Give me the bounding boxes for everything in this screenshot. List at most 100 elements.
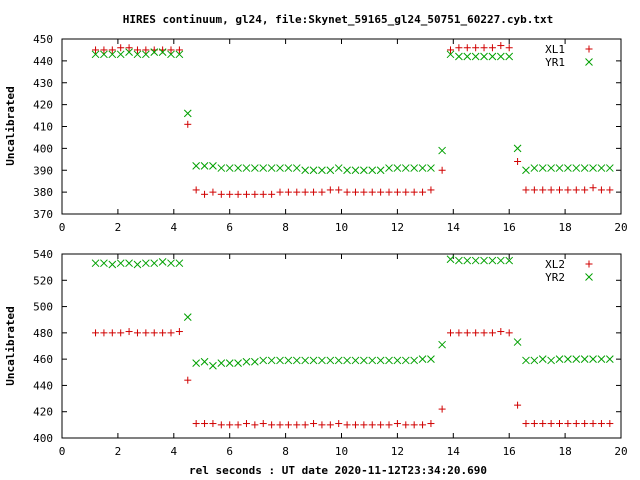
data-point-xl2 [226, 421, 234, 429]
data-point-xl2 [242, 420, 250, 428]
data-point-yr1 [360, 166, 368, 175]
data-point-xl2 [117, 329, 125, 337]
data-point-xl1 [209, 188, 217, 196]
lower-data-marks [91, 255, 614, 429]
data-point-yr2 [267, 356, 276, 365]
data-point-yr1 [276, 164, 284, 172]
data-point-xl2 [368, 421, 376, 429]
data-point-yr1 [572, 164, 581, 172]
lower-y-tick-label: 460 [33, 353, 53, 366]
data-point-yr2 [463, 256, 472, 265]
data-point-yr1 [410, 164, 419, 172]
data-point-xl2 [259, 420, 267, 428]
data-point-xl2 [251, 421, 259, 429]
data-point-yr1 [192, 162, 201, 170]
data-point-yr1 [326, 166, 335, 175]
data-point-xl2 [447, 329, 455, 337]
data-point-xl2 [125, 328, 133, 336]
data-point-yr1 [522, 166, 530, 175]
data-point-xl2 [234, 421, 242, 429]
data-point-xl1 [293, 188, 301, 196]
data-point-xl2 [310, 420, 318, 428]
data-point-xl1 [192, 186, 200, 194]
data-point-yr2 [200, 357, 209, 366]
upper-x-tick-label: 2 [115, 221, 122, 234]
data-point-xl2 [514, 401, 522, 409]
data-point-xl2 [201, 420, 209, 428]
upper-y-tick-label: 380 [33, 186, 53, 199]
data-point-xl1 [393, 188, 401, 196]
data-point-yr1 [100, 50, 108, 59]
data-point-xl1 [589, 184, 597, 192]
lower-y-tick-label: 400 [33, 432, 53, 445]
data-point-yr2 [385, 356, 393, 365]
data-point-yr2 [368, 356, 377, 365]
legend-label-xl1: XL1 [545, 43, 565, 56]
data-point-yr2 [108, 260, 117, 269]
data-point-yr1 [438, 146, 446, 155]
data-point-yr1 [183, 109, 192, 118]
upper-y-axis-label: Uncalibrated [4, 86, 17, 165]
data-point-xl1 [488, 44, 496, 52]
data-point-yr1 [158, 48, 167, 56]
data-point-xl2 [419, 421, 427, 429]
data-point-yr2 [242, 357, 251, 366]
data-point-yr2 [496, 256, 505, 265]
data-point-yr2 [91, 259, 100, 268]
data-point-xl2 [209, 420, 217, 428]
upper-x-tick-label: 0 [59, 221, 66, 234]
data-point-yr2 [100, 259, 108, 268]
data-point-yr1 [385, 164, 393, 172]
upper-y-tick-label: 430 [33, 77, 53, 90]
data-point-yr1 [597, 164, 606, 172]
data-point-xl2 [505, 329, 513, 337]
data-point-yr1 [309, 166, 318, 175]
upper-x-tick-label: 18 [558, 221, 571, 234]
data-point-yr2 [446, 255, 455, 264]
data-point-xl1 [133, 46, 141, 54]
data-point-xl1 [142, 46, 150, 54]
data-point-yr2 [251, 357, 259, 366]
upper-x-tick-label: 10 [335, 221, 348, 234]
data-point-xl2 [167, 329, 175, 337]
legend-label-xl2: XL2 [545, 258, 565, 271]
data-point-xl1 [326, 186, 334, 194]
data-point-yr1 [125, 48, 133, 56]
data-point-yr1 [318, 166, 326, 175]
lower-x-tick-label: 16 [503, 445, 516, 458]
data-point-yr2 [116, 259, 125, 268]
upper-y-tick-label: 370 [33, 208, 53, 221]
lower-y-tick-label: 540 [33, 248, 53, 261]
data-point-xl2 [284, 421, 292, 429]
upper-x-tick-label: 20 [614, 221, 627, 234]
data-point-yr2 [217, 359, 226, 367]
lower-x-tick-label: 12 [391, 445, 404, 458]
data-point-yr1 [471, 52, 480, 61]
data-point-yr1 [418, 164, 427, 172]
upper-y-tick-label: 410 [33, 121, 53, 134]
legend-label-yr2: YR2 [545, 271, 565, 284]
data-point-yr1 [267, 164, 276, 172]
data-point-xl2 [351, 421, 359, 429]
data-point-yr2 [438, 340, 446, 349]
data-point-yr2 [192, 359, 201, 367]
data-point-yr2 [150, 259, 159, 268]
data-point-xl2 [335, 420, 343, 428]
data-point-xl2 [217, 421, 225, 429]
data-point-yr2 [309, 356, 318, 365]
data-point-yr2 [410, 356, 419, 365]
data-point-xl1 [259, 190, 267, 198]
data-point-yr1 [393, 164, 402, 172]
data-point-xl1 [184, 120, 192, 128]
data-point-yr2 [225, 359, 234, 367]
legend-marker-xl2 [585, 260, 593, 268]
data-point-xl1 [377, 188, 385, 196]
data-point-yr2 [351, 356, 360, 365]
data-point-yr2 [125, 259, 133, 268]
data-point-xl2 [150, 329, 158, 337]
data-point-yr2 [505, 256, 514, 265]
data-point-xl1 [455, 44, 463, 52]
data-point-yr1 [108, 50, 117, 59]
lower-y-tick-label: 480 [33, 327, 53, 340]
data-point-xl2 [402, 421, 410, 429]
